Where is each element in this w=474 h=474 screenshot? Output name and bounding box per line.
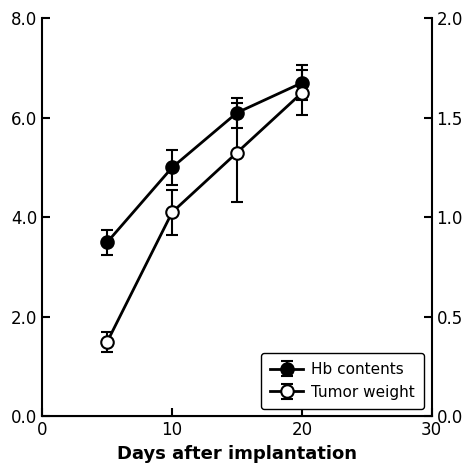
X-axis label: Days after implantation: Days after implantation <box>117 445 357 463</box>
Legend: Hb contents, Tumor weight: Hb contents, Tumor weight <box>261 353 424 409</box>
